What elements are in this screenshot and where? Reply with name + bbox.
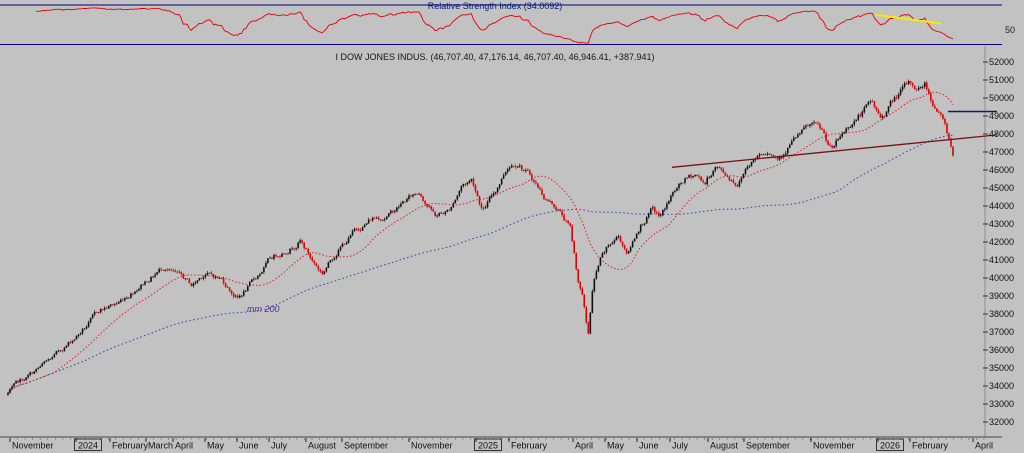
price-tick-label: 41000 [989,255,1014,265]
price-tick-label: 43000 [989,219,1014,229]
price-tick-label: 45000 [989,183,1014,193]
rsi-yellow-trendline[interactable] [875,13,942,25]
time-tick-label: May [607,441,625,451]
time-tick-label: August [308,441,337,451]
price-tick-label: 40000 [989,273,1014,283]
year-box [74,438,102,451]
time-tick-label: February [912,441,949,451]
price-tick-label: 34000 [989,381,1014,391]
time-tick-label: June [639,441,659,451]
rsi-panel [0,4,1002,45]
time-tick-label: February [112,441,149,451]
price-tick-label: 35000 [989,363,1014,373]
rsi-indicator-title: Relative Strength Index (34.0092) [427,1,563,11]
rsi-scale-50-label: 50 [1005,25,1016,35]
price-tick-label: 51000 [989,75,1014,85]
time-tick-label: April [575,441,593,451]
price-tick-label: 39000 [989,291,1014,301]
time-tick-label: August [710,441,739,451]
price-tick-label: 42000 [989,237,1014,247]
price-tick-label: 48000 [989,129,1014,139]
main-panel-frame [0,46,1002,438]
time-tick-label: September [344,441,388,451]
rsi-line [36,7,954,44]
year-box [876,438,904,451]
price-axis: 52000 51000 50000 49000 48000 47000 46000 45000… [983,57,1014,427]
price-tick-label: 46000 [989,165,1014,175]
time-tick-label: November [813,441,855,451]
price-tick-label: 36000 [989,345,1014,355]
time-tick-label: 2026 [880,441,900,451]
time-tick-label: November [12,441,54,451]
time-tick-label: July [271,441,288,451]
price-trendline[interactable] [671,134,998,168]
time-tick-label: March [148,441,173,451]
price-tick-label: 52000 [989,57,1014,67]
price-tick-label: 33000 [989,399,1014,409]
time-tick-label: February [511,441,548,451]
price-tick-label: 32000 [989,417,1014,427]
time-tick-label: July [672,441,689,451]
price-chart-title: I DOW JONES INDUS. (46,707.40, 47,176.14… [335,52,655,62]
time-tick-label: November [411,441,453,451]
time-tick-label: April [975,441,993,451]
time-tick-label: April [175,441,193,451]
year-box [474,438,502,451]
price-tick-label: 37000 [989,327,1014,337]
time-tick-label: May [207,441,225,451]
price-tick-label: 50000 [989,93,1014,103]
time-tick-label: 2025 [478,441,498,451]
time-tick-label: June [239,441,259,451]
price-tick-label: 47000 [989,147,1014,157]
price-tick-label: 44000 [989,201,1014,211]
price-tick-label: 49000 [989,111,1014,121]
price-tick-label: 38000 [989,309,1014,319]
time-axis: November 2024 February March April May June Jul… [9,438,993,451]
candlestick-series [7,79,954,396]
time-tick-label: 2024 [78,441,98,451]
ma-fast-line [7,91,954,394]
ma200-label[interactable]: mm 200 [247,304,280,314]
ma-slow-200-line [7,134,954,394]
time-tick-label: September [746,441,790,451]
